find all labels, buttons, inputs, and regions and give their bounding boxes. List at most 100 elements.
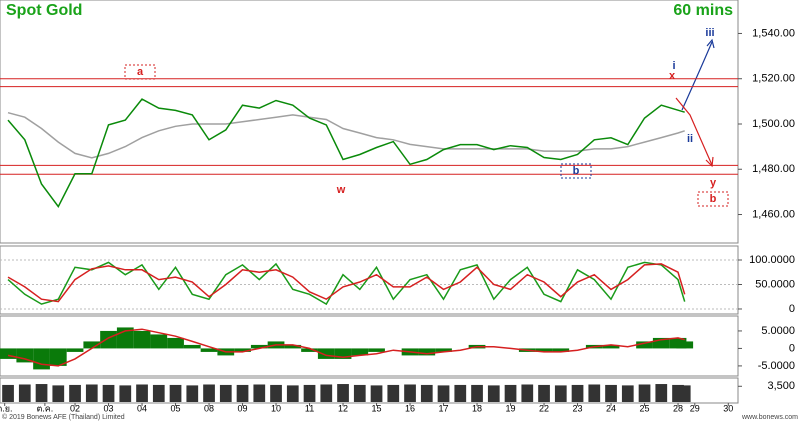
x-tick-label: 02 — [70, 403, 80, 413]
volume-bar — [337, 384, 349, 402]
annotation-box — [124, 64, 156, 80]
volume-bar — [655, 384, 668, 402]
annotation: b — [710, 193, 717, 205]
copyright: © 2019 Bonews AFE (Thailand) Limited — [2, 413, 125, 421]
annotation: iii — [705, 27, 714, 39]
series-line — [7, 98, 685, 209]
volume-bar — [571, 384, 584, 402]
histogram-bar — [301, 348, 318, 352]
volume-bar — [387, 384, 400, 402]
histogram-bar — [652, 337, 670, 349]
x-tick-label: 28 — [673, 403, 683, 413]
annotation: w — [336, 184, 346, 196]
y-tick-label: 0 — [789, 342, 795, 354]
histogram-bar — [16, 348, 34, 363]
histogram-bar — [33, 348, 50, 370]
volume-bar — [35, 384, 48, 402]
projection-arrows — [675, 38, 715, 168]
histogram-bar — [552, 348, 570, 352]
volume-bar — [554, 385, 567, 402]
volume-bar — [303, 384, 316, 402]
annotation: a — [137, 66, 144, 78]
volume-bar — [678, 385, 691, 402]
x-tick-label: 15 — [372, 403, 382, 413]
y-tick-label: 1,460.00 — [752, 208, 795, 220]
volume-bar — [471, 384, 483, 402]
histogram-bar — [435, 348, 452, 352]
volume-bar — [437, 385, 450, 402]
volume-bar — [521, 384, 534, 402]
volume-bar — [420, 384, 433, 402]
histogram-bar — [317, 348, 335, 359]
histogram-bar — [351, 348, 369, 356]
volume-bar — [169, 384, 182, 402]
x-tick-label: 18 — [472, 403, 482, 413]
histogram-bar — [234, 348, 251, 352]
volume-bar — [18, 384, 31, 402]
volume-bar — [504, 384, 517, 402]
x-tick-label: 04 — [137, 403, 147, 413]
volume-bar — [236, 384, 249, 402]
histogram-bar — [83, 341, 101, 349]
x-tick-label: ก.ย. — [0, 403, 13, 413]
volume-bar — [2, 384, 14, 402]
x-tick-label: 12 — [338, 403, 348, 413]
website: www.bonews.com — [741, 414, 798, 421]
volume-bar — [638, 384, 651, 402]
x-tick-label: 23 — [573, 403, 583, 413]
volume-bar — [52, 385, 65, 402]
macd-frame — [0, 315, 739, 377]
volume-bar — [353, 384, 366, 402]
volume-bar — [370, 385, 383, 402]
histogram-bar — [334, 348, 352, 359]
stoch-frame — [0, 245, 739, 315]
histogram-bar — [150, 334, 168, 349]
annotation-box — [697, 191, 729, 207]
histogram-bar — [368, 348, 385, 352]
y-tick-label: 1,540.00 — [752, 27, 795, 39]
histogram-bar — [133, 330, 151, 349]
arrowhead — [705, 156, 714, 168]
volume-bar — [152, 384, 165, 402]
volume-bar — [454, 384, 467, 402]
histogram-bar — [200, 348, 218, 352]
volume-bar — [203, 384, 215, 402]
arrow-down — [675, 97, 713, 166]
x-tick-label: 05 — [171, 403, 181, 413]
histogram-bar — [183, 344, 201, 349]
series-line — [7, 263, 686, 303]
volume-bar — [270, 384, 282, 402]
volume-bar — [404, 384, 416, 402]
histogram-bar — [100, 330, 117, 349]
x-tick-label: 22 — [539, 403, 549, 413]
series-line — [7, 111, 685, 159]
chart-title: Spot Gold — [6, 2, 82, 19]
y-tick-label: 1,500.00 — [752, 118, 795, 130]
volume-bar — [588, 384, 601, 402]
histogram-bar — [66, 348, 84, 352]
histogram-bar — [535, 348, 553, 352]
annotation: x — [669, 70, 676, 82]
volume-bar — [320, 384, 333, 402]
histogram-bar — [250, 344, 268, 349]
x-tick-label: 09 — [238, 403, 248, 413]
volume-bar — [69, 384, 81, 402]
x-tick-label: 17 — [439, 403, 449, 413]
x-tick-label: 10 — [271, 403, 281, 413]
x-tick-label: 16 — [405, 403, 415, 413]
volume-bar — [136, 384, 148, 402]
annotation-box — [560, 163, 592, 179]
y-tick-label: -5.0000 — [758, 360, 795, 372]
volume-bar — [219, 384, 232, 402]
volume-bar — [621, 385, 634, 402]
annotation: b — [573, 165, 580, 177]
histogram-bar — [167, 337, 184, 349]
x-tick-label: 25 — [640, 403, 650, 413]
histogram-bar — [418, 348, 436, 356]
histogram-bar — [602, 344, 620, 349]
volume-bar — [286, 385, 299, 402]
y-tick-label: 100.0000 — [749, 254, 795, 266]
arrowhead — [706, 38, 715, 49]
annotation: y — [710, 177, 717, 189]
